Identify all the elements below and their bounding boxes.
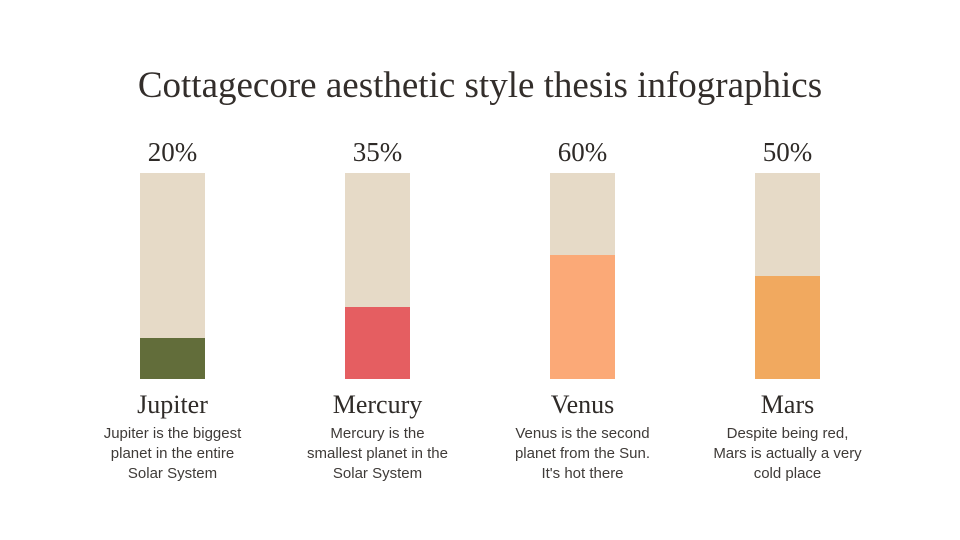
planet-column: 35% Mercury Mercury is the smallest plan… — [275, 136, 480, 485]
planet-name: Jupiter — [137, 389, 208, 419]
planet-description: Mercury is the smallest planet in the So… — [307, 425, 448, 483]
planet-column: 60% Venus Venus is the second planet fro… — [480, 136, 685, 485]
planet-column: 20% Jupiter Jupiter is the biggest plane… — [70, 136, 275, 485]
bar-value-label: 50% — [762, 136, 813, 167]
bar-track — [345, 172, 410, 379]
bar-value-label: 20% — [147, 136, 198, 167]
planet-name: Mars — [760, 389, 815, 419]
bar-fill — [345, 306, 410, 379]
planet-name: Venus — [550, 389, 615, 419]
bar-track — [755, 172, 820, 379]
bar-track — [140, 172, 205, 379]
bar-value-label: 35% — [352, 136, 403, 167]
bar-value-label: 60% — [557, 136, 608, 167]
bar-fill — [755, 275, 820, 379]
bar-fill — [140, 337, 205, 379]
planet-description: Venus is the second planet from the Sun.… — [514, 425, 651, 483]
bar-track — [550, 172, 615, 379]
planet-column: 50% Mars Despite being red, Mars is actu… — [685, 136, 890, 485]
bar-fill — [550, 255, 615, 379]
page-title: Cottagecore aesthetic style thesis infog… — [137, 65, 823, 106]
planet-description: Jupiter is the biggest planet in the ent… — [103, 425, 242, 483]
planet-name: Mercury — [332, 389, 423, 419]
bar-chart: 20% Jupiter Jupiter is the biggest plane… — [0, 136, 960, 485]
planet-description: Despite being red, Mars is actually a ve… — [713, 425, 862, 483]
